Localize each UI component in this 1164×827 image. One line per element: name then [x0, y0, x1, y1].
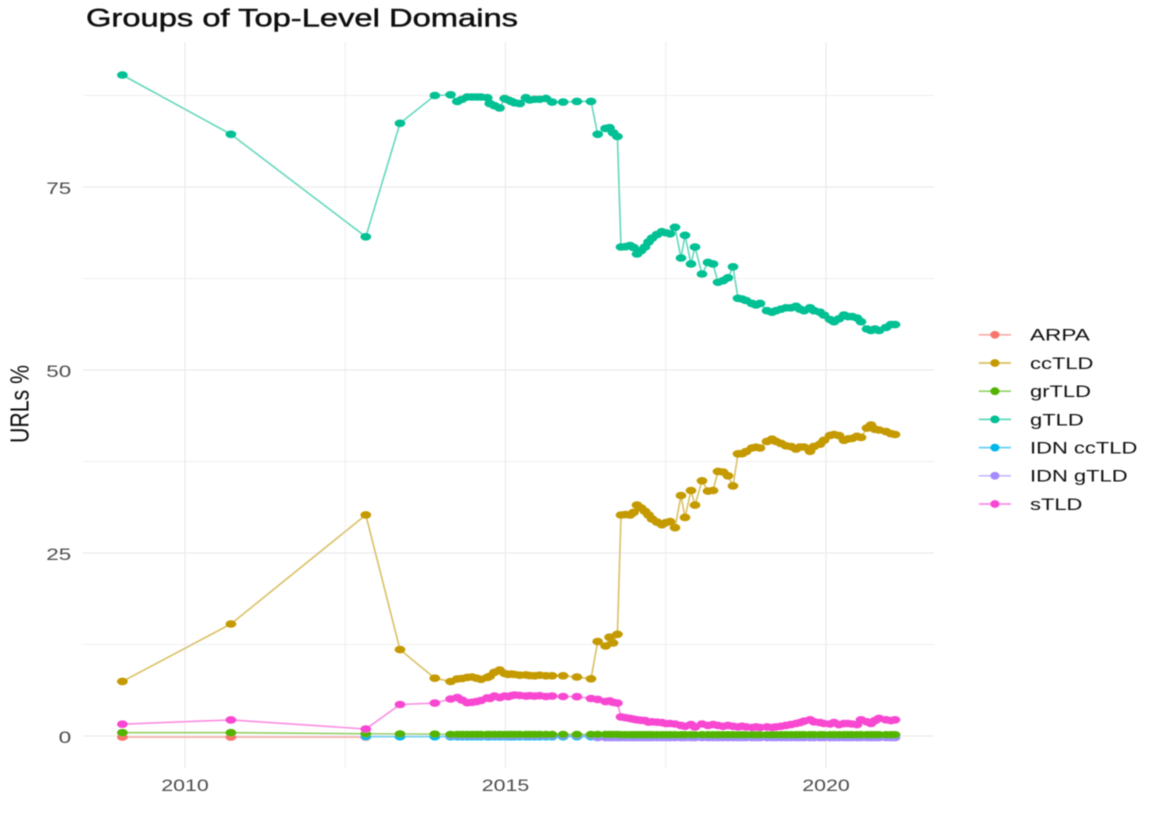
svg-text:ARPA: ARPA: [1030, 327, 1090, 345]
svg-text:IDN ccTLD: IDN ccTLD: [1030, 440, 1137, 458]
svg-text:gTLD: gTLD: [1030, 411, 1084, 429]
svg-text:2010: 2010: [161, 777, 209, 795]
svg-text:grTLD: grTLD: [1030, 383, 1091, 401]
svg-text:URLs %: URLs %: [6, 365, 34, 443]
svg-text:25: 25: [46, 546, 71, 564]
svg-text:IDN gTLD: IDN gTLD: [1030, 468, 1128, 486]
svg-text:0: 0: [59, 729, 72, 747]
svg-text:sTLD: sTLD: [1030, 496, 1083, 514]
svg-text:ccTLD: ccTLD: [1030, 355, 1094, 373]
svg-text:Groups of Top-Level Domains: Groups of Top-Level Domains: [86, 5, 518, 33]
svg-text:2020: 2020: [802, 777, 850, 795]
svg-text:2015: 2015: [482, 777, 530, 795]
svg-text:50: 50: [46, 363, 71, 381]
svg-text:75: 75: [46, 180, 71, 198]
